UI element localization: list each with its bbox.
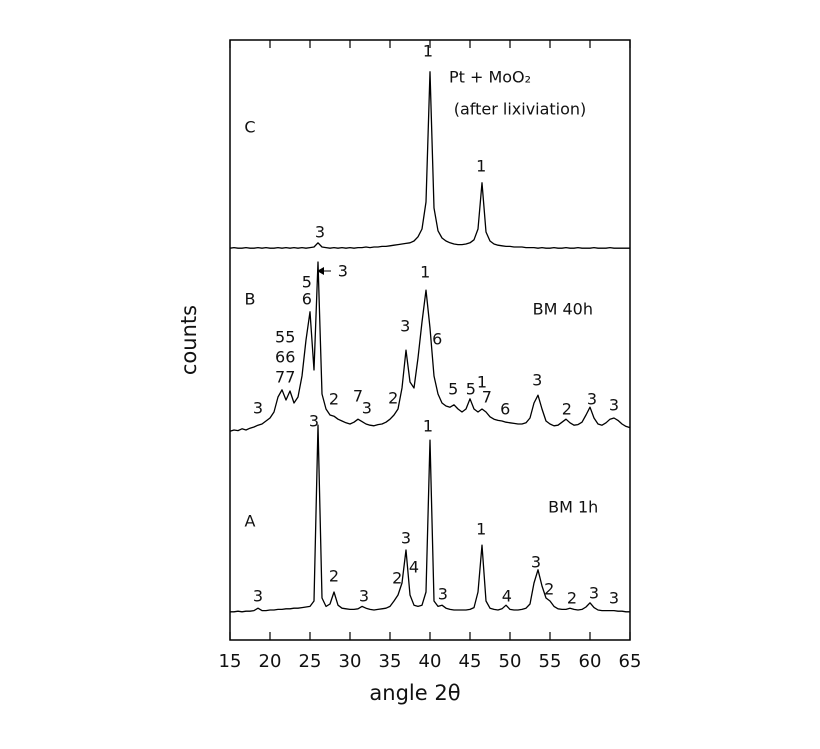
x-tick-label: 60 [579, 651, 602, 672]
annotation: A [245, 511, 256, 530]
annotation: 2 [329, 567, 339, 586]
annotation: 1 [476, 520, 486, 539]
annotation: 3 [609, 589, 619, 608]
annotation: 2 [388, 388, 398, 407]
annotation: 3 [438, 585, 448, 604]
annotation: C [244, 118, 255, 137]
x-tick-label: 25 [299, 651, 322, 672]
annotation: B [245, 289, 256, 308]
annotation: 7 [482, 388, 492, 407]
x-tick-label: 30 [339, 651, 362, 672]
annotation: 5 [466, 379, 476, 398]
annotation: 3 [532, 370, 542, 389]
annotation: 1 [423, 417, 433, 436]
x-tick-label: 15 [219, 651, 242, 672]
annotation: 2 [329, 390, 339, 409]
annotation: 3 [531, 553, 541, 572]
annotation: 3 [609, 396, 619, 415]
annotation: 1 [423, 42, 433, 61]
x-tick-label: 55 [539, 651, 562, 672]
annotation: 3 [589, 583, 599, 602]
x-tick-label: 45 [459, 651, 482, 672]
annotation: 3 [359, 586, 369, 605]
xrd-trace [229, 71, 630, 249]
annotation: (after lixiviation) [454, 100, 587, 119]
y-axis-label: counts [177, 305, 201, 375]
annotation: 77 [275, 367, 295, 386]
x-tick-label: 35 [379, 651, 402, 672]
annotation: 1 [477, 373, 487, 392]
annotation: 6 [432, 330, 442, 349]
annotation: 4 [502, 586, 512, 605]
annotation: 3 [253, 586, 263, 605]
annotation: 55 [275, 328, 295, 347]
x-tick-label: 50 [499, 651, 522, 672]
annotation: 3 [253, 399, 263, 418]
x-tick-label: 20 [259, 651, 282, 672]
annotation: 6 [302, 289, 312, 308]
annotation: 3 [362, 399, 372, 418]
x-tick-label: 40 [419, 651, 442, 672]
x-tick-label: 65 [619, 651, 642, 672]
annotation: Pt + MoO₂ [449, 67, 531, 86]
annotation: 3 [315, 223, 325, 242]
annotation: 2 [544, 580, 554, 599]
annotation: 5 [448, 379, 458, 398]
annotation: 3 [400, 316, 410, 335]
annotation: 4 [409, 558, 419, 577]
annotation: 3 [587, 390, 597, 409]
annotation: 2 [562, 400, 572, 419]
annotation: 6 [500, 400, 510, 419]
xrd-trace [229, 261, 631, 432]
annotation: 7 [353, 387, 363, 406]
annotation: 2 [392, 568, 402, 587]
annotation: BM 40h [533, 300, 593, 319]
annotation: 2 [567, 589, 577, 608]
xrd-trace [230, 424, 630, 613]
annotation: 3 [309, 412, 319, 431]
annotation: 5 [302, 273, 312, 292]
x-axis-label: angle 2θ [369, 681, 460, 705]
arrow-head [317, 267, 324, 275]
annotation: 66 [275, 348, 295, 367]
annotation: 1 [420, 262, 430, 281]
annotation: BM 1h [548, 498, 598, 517]
annotation: 1 [476, 157, 486, 176]
annotation: 3 [338, 262, 348, 281]
annotation: 3 [401, 529, 411, 548]
